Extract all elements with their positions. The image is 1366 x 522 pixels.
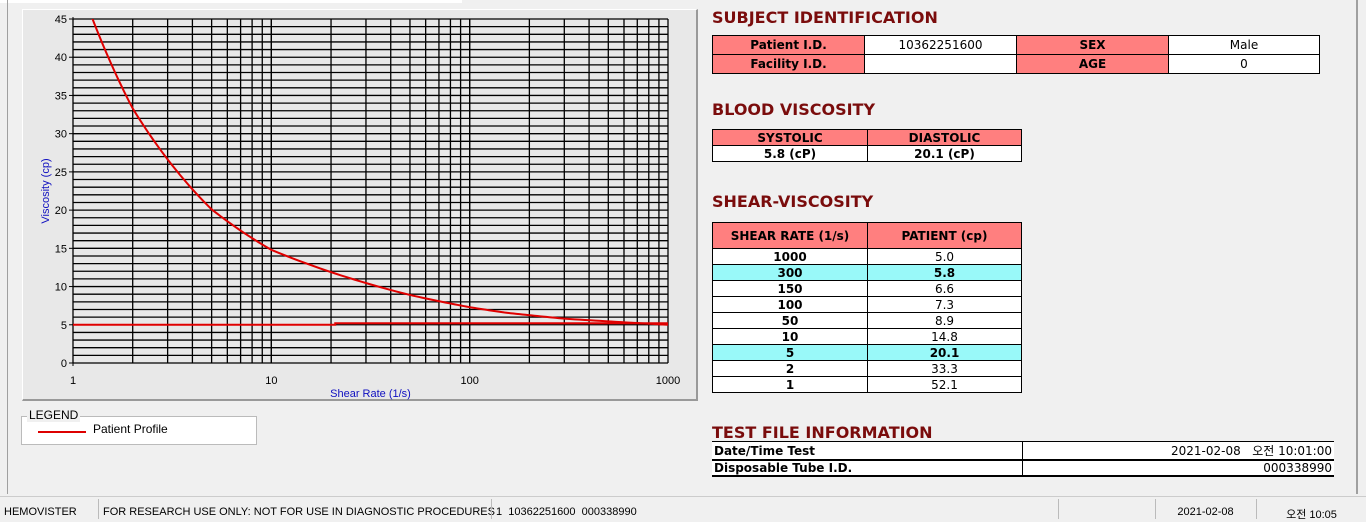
status-bar: HEMOVISTER FOR RESEARCH USE ONLY: NOT FO… [0, 496, 1366, 521]
test-file-heading: TEST FILE INFORMATION [712, 423, 933, 442]
patient-cp-cell: 33.3 [867, 360, 1022, 377]
shear-rate-cell: 1000 [712, 248, 868, 265]
legend-line-swatch [38, 431, 86, 433]
date-time-label: Date/Time Test [712, 441, 1023, 461]
patient-cp-cell: 20.1 [867, 344, 1022, 361]
y-tick-label: 15 [55, 243, 67, 255]
systolic-value: 5.8 (cP) [712, 145, 868, 162]
blood-viscosity-table: SYSTOLIC DIASTOLIC 5.8 (cP) 20.1 (cP) [712, 129, 1022, 162]
diastolic-label: DIASTOLIC [867, 129, 1022, 146]
sex-value: Male [1168, 35, 1320, 55]
shear-rate-cell: 5 [712, 344, 868, 361]
patient-id-label: Patient I.D. [712, 35, 865, 55]
test-file-table: Date/Time Test 2021-02-08 오전 10:01:00 Dis… [712, 441, 1334, 477]
y-tick-label: 0 [61, 358, 67, 370]
status-date: 2021-02-08 [1155, 499, 1255, 519]
patient-cp-cell: 52.1 [867, 376, 1022, 393]
y-tick-label: 10 [55, 282, 67, 294]
y-tick-label: 45 [55, 14, 67, 26]
systolic-label: SYSTOLIC [712, 129, 868, 146]
shear-viscosity-table: SHEAR RATE (1/s) PATIENT (cp) 1000 5.0 300 5… [712, 222, 1022, 393]
patient-cp-cell: 5.8 [867, 264, 1022, 281]
patient-cp-cell: 14.8 [867, 328, 1022, 345]
status-record: 1 10362251600 000338990 [491, 499, 1057, 519]
diastolic-value: 20.1 (cP) [867, 145, 1022, 162]
shear-rate-cell: 50 [712, 312, 868, 329]
facility-id-value [864, 54, 1017, 74]
series-patient-profile [91, 19, 668, 326]
status-blank [1058, 499, 1154, 519]
x-tick-label: 10 [265, 375, 277, 387]
legend-title: LEGEND [27, 408, 81, 422]
shear-row: 300 5.8 [712, 264, 1022, 281]
sex-label: SEX [1016, 35, 1169, 55]
shear-row: 1000 5.0 [712, 248, 1022, 265]
patient-cp-header: PATIENT (cp) [867, 222, 1022, 249]
y-tick-label: 25 [55, 167, 67, 179]
shear-rate-cell: 150 [712, 280, 868, 297]
subject-table: Patient I.D. 10362251600 SEX Male Facility … [712, 35, 1320, 74]
patient-cp-cell: 7.3 [867, 296, 1022, 313]
y-tick-label: 20 [55, 205, 67, 217]
patient-cp-cell: 5.0 [867, 248, 1022, 265]
status-time: 오전 10:05 [1256, 499, 1366, 521]
panel-border [7, 0, 8, 494]
shear-row: 5 20.1 [712, 344, 1022, 361]
x-tick-label: 1 [70, 375, 76, 387]
patient-cp-cell: 8.9 [867, 312, 1022, 329]
shear-row: 50 8.9 [712, 312, 1022, 329]
y-tick-label: 35 [55, 90, 67, 102]
facility-id-label: Facility I.D. [712, 54, 865, 74]
patient-cp-cell: 6.6 [867, 280, 1022, 297]
shear-rate-cell: 10 [712, 328, 868, 345]
y-axis-label: Viscosity (cp) [40, 158, 52, 223]
shear-row: 100 7.3 [712, 296, 1022, 313]
x-axis-label: Shear Rate (1/s) [330, 388, 411, 400]
status-app-name: HEMOVISTER [4, 506, 77, 518]
tube-id-value: 000338990 [1022, 460, 1334, 477]
blood-viscosity-heading: BLOOD VISCOSITY [712, 100, 876, 119]
shear-rate-cell: 300 [712, 264, 868, 281]
viscosity-chart: 0 5 10 15 20 25 30 35 40 45 1 10 100 1000 Shear Rate (… [40, 14, 680, 400]
series-baseline [73, 322, 668, 326]
shear-viscosity-heading: SHEAR-VISCOSITY [712, 192, 874, 211]
top-strip [0, 0, 462, 3]
shear-row: 2 33.3 [712, 360, 1022, 377]
y-tick-label: 40 [55, 52, 67, 64]
age-value: 0 [1168, 54, 1320, 74]
shear-rate-cell: 2 [712, 360, 868, 377]
shear-rate-cell: 100 [712, 296, 868, 313]
panel-border-right [1356, 0, 1358, 494]
shear-row: 10 14.8 [712, 328, 1022, 345]
shear-rate-header: SHEAR RATE (1/s) [712, 222, 868, 249]
shear-row: 1 52.1 [712, 376, 1022, 393]
legend-item-label: Patient Profile [93, 422, 168, 436]
status-notice: FOR RESEARCH USE ONLY: NOT FOR USE IN DI… [98, 499, 495, 519]
shear-rate-cell: 1 [712, 376, 868, 393]
tube-id-label: Disposable Tube I.D. [712, 460, 1023, 477]
age-label: AGE [1016, 54, 1169, 74]
subject-identification-heading: SUBJECT IDENTIFICATION [712, 8, 938, 27]
date-time-value: 2021-02-08 오전 10:01:00 [1022, 441, 1334, 461]
shear-row: 150 6.6 [712, 280, 1022, 297]
x-tick-label: 100 [460, 375, 478, 387]
patient-id-value: 10362251600 [864, 35, 1017, 55]
y-tick-label: 5 [61, 320, 67, 332]
plot-area [73, 19, 668, 363]
y-tick-label: 30 [55, 129, 67, 141]
x-tick-label: 1000 [656, 375, 680, 387]
